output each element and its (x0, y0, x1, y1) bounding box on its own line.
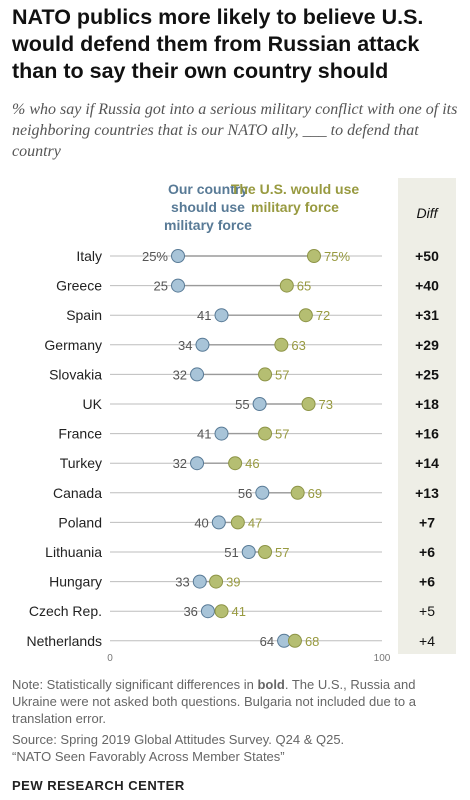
dot-own-country (171, 249, 185, 263)
category-label: Czech Rep. (29, 603, 102, 619)
diff-value: +29 (415, 337, 439, 353)
label-us: 57 (275, 427, 289, 442)
label-own-country: 55 (235, 397, 249, 412)
dot-own-country (211, 515, 226, 530)
x-tick-label: 0 (107, 653, 113, 664)
dot-own-country (200, 604, 215, 619)
label-own-country: 32 (173, 367, 187, 382)
dot-own-country (241, 545, 256, 559)
dot-own-country (190, 367, 205, 382)
dot-own-country (214, 426, 229, 441)
dot-own-country (214, 308, 229, 323)
diff-value: +25 (415, 366, 439, 382)
label-own-country: 40 (194, 515, 208, 530)
category-label: Spain (66, 307, 102, 323)
label-us: 57 (275, 545, 289, 560)
label-us: 73 (319, 397, 333, 412)
diff-value: +6 (419, 574, 435, 590)
diff-column-background (398, 178, 456, 654)
dot-us (230, 515, 245, 530)
diff-value: +13 (415, 485, 439, 501)
label-us: 65 (297, 279, 311, 294)
dot-us (301, 397, 316, 411)
diff-value: +50 (415, 248, 439, 264)
dot-own-country (195, 337, 210, 352)
label-us: 69 (308, 486, 322, 501)
dot-us (258, 545, 273, 559)
dot-us (298, 308, 313, 323)
dot-own-country (252, 397, 267, 411)
category-label: Canada (53, 485, 102, 501)
diff-value: +16 (415, 426, 439, 442)
category-label: Poland (58, 514, 102, 530)
category-label: Italy (76, 248, 102, 264)
dot-us (290, 485, 305, 500)
label-own-country: 41 (197, 427, 211, 442)
label-own-country: 33 (175, 575, 189, 590)
org-logo-text: PEW RESEARCH CENTER (12, 778, 185, 793)
diff-value: +18 (415, 396, 439, 412)
category-label: Netherlands (27, 633, 103, 649)
label-us: 41 (232, 604, 246, 619)
dot-us (287, 633, 302, 648)
label-own-country: 25% (142, 249, 168, 264)
dot-own-country (171, 278, 185, 293)
category-label: Greece (56, 278, 102, 294)
label-us: 39 (226, 575, 240, 590)
dot-own-country (255, 485, 270, 500)
x-tick-label: 100 (374, 653, 391, 664)
report-title: “NATO Seen Favorably Across Member State… (12, 749, 285, 764)
dot-us (214, 604, 229, 619)
diff-value: +5 (419, 603, 435, 619)
diff-header: Diff (416, 205, 438, 221)
dot-us (258, 367, 273, 382)
label-own-country: 56 (238, 486, 252, 501)
dot-own-country (192, 574, 207, 589)
category-label: Slovakia (49, 366, 102, 382)
chart-title: NATO publics more likely to believe U.S.… (12, 5, 424, 83)
label-us: 57 (275, 367, 289, 382)
label-us: 72 (316, 308, 330, 323)
dot-us (228, 456, 243, 471)
category-label: Hungary (49, 574, 102, 590)
diff-value: +6 (419, 544, 435, 560)
diff-value: +31 (415, 307, 439, 323)
dot-us (279, 278, 294, 293)
label-own-country: 41 (197, 308, 211, 323)
dot-us (258, 426, 273, 441)
chart-subtitle: % who say if Russia got into a serious m… (12, 101, 458, 160)
category-label: Turkey (60, 455, 102, 471)
chart-source: Source: Spring 2019 Global Attitudes Sur… (12, 732, 345, 747)
dot-us (209, 574, 224, 589)
chart-note: Note: Statistically significant differen… (12, 677, 416, 726)
dot-us (274, 337, 289, 352)
diff-value: +40 (415, 278, 439, 294)
dot-own-country (190, 456, 205, 471)
label-us: 75% (324, 249, 350, 264)
dot-us (307, 249, 321, 263)
category-label: UK (83, 396, 103, 412)
label-us: 63 (291, 338, 305, 353)
label-us: 68 (305, 634, 319, 649)
category-label: Lithuania (45, 544, 102, 560)
diff-value: +7 (419, 514, 435, 530)
category-label: Germany (44, 337, 102, 353)
label-own-country: 36 (183, 604, 197, 619)
label-own-country: 51 (224, 545, 238, 560)
label-own-country: 34 (178, 338, 192, 353)
diff-value: +4 (419, 633, 435, 649)
legend-us: The U.S. would use military force (230, 181, 360, 215)
category-label: France (58, 426, 102, 442)
diff-value: +14 (415, 455, 439, 471)
label-own-country: 25 (154, 279, 168, 294)
label-us: 46 (245, 456, 259, 471)
label-us: 47 (248, 515, 262, 530)
legend-own-country: Our country should use military force (164, 181, 252, 233)
label-own-country: 64 (260, 634, 274, 649)
label-own-country: 32 (173, 456, 187, 471)
